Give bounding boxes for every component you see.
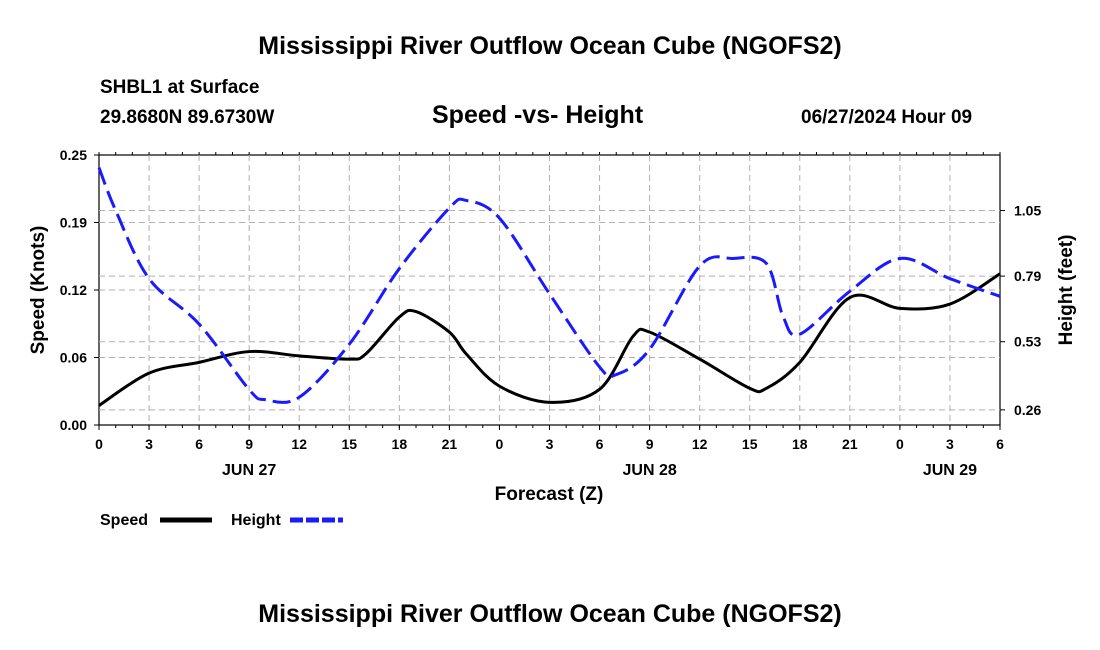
y-tick-label: 0.12 — [60, 282, 87, 298]
x-tick-label: 3 — [946, 436, 954, 452]
footer-title: Mississippi River Outflow Ocean Cube (NG… — [258, 600, 842, 628]
x-tick-label: 15 — [341, 436, 357, 452]
x-tick-label: 21 — [842, 436, 858, 452]
series-lines — [97, 167, 1001, 407]
x-tick-label: 6 — [996, 436, 1004, 452]
legend-speed-label: Speed — [100, 512, 148, 529]
x-tick-label: 21 — [442, 436, 458, 452]
x-tick-label: 15 — [742, 436, 758, 452]
x-date-label: JUN 29 — [923, 462, 977, 479]
y-axis-left: 0.00 0.06 0.12 0.19 0.25 — [60, 147, 99, 433]
legend-height-label: Height — [231, 512, 281, 529]
x-tick-label: 12 — [692, 436, 708, 452]
y-tick-label: 0.00 — [60, 417, 87, 433]
x-tick-label: 12 — [291, 436, 307, 452]
y-tick-label: 0.06 — [60, 350, 87, 366]
y-axis-right: 0.26 0.53 0.79 1.05 — [1000, 203, 1041, 418]
y-tick-label-right: 0.79 — [1014, 268, 1041, 284]
x-tick-label: 6 — [195, 436, 203, 452]
x-tick-label: 6 — [596, 436, 604, 452]
chart-subtitle: Speed -vs- Height — [432, 101, 644, 129]
y-axis-label-right: Height (feet) — [1056, 235, 1077, 346]
x-tick-label: 3 — [546, 436, 554, 452]
x-tick-label: 18 — [392, 436, 408, 452]
y-tick-label: 0.19 — [60, 215, 87, 231]
forecast-datetime: 06/27/2024 Hour 09 — [801, 107, 973, 128]
series-line-height — [97, 167, 1001, 404]
grid — [99, 155, 1000, 425]
x-tick-label: 0 — [496, 436, 504, 452]
x-tick-label: 18 — [792, 436, 808, 452]
y-tick-label-right: 1.05 — [1014, 203, 1041, 219]
y-tick-label-right: 0.53 — [1014, 334, 1041, 350]
chart-title: Mississippi River Outflow Ocean Cube (NG… — [258, 32, 842, 60]
y-axis-label-left: Speed (Knots) — [28, 226, 49, 355]
x-tick-label: 3 — [145, 436, 153, 452]
y-tick-label-right: 0.26 — [1014, 402, 1041, 418]
x-tick-label: 9 — [245, 436, 253, 452]
x-axis-label: Forecast (Z) — [495, 484, 604, 505]
x-tick-label: 0 — [896, 436, 904, 452]
x-tick-label: 9 — [646, 436, 654, 452]
coordinates-label: 29.8680N 89.6730W — [100, 107, 275, 128]
x-axis: 0 3 6 9 12 15 18 21 0 3 6 9 12 15 18 21 0 3 6 JUN 27 JUN 28 J… — [95, 152, 1004, 479]
series-line-speed — [98, 272, 1001, 407]
y-tick-label: 0.25 — [60, 147, 87, 163]
x-date-label: JUN 27 — [222, 462, 276, 479]
x-tick-label: 0 — [95, 436, 103, 452]
station-label: SHBL1 at Surface — [100, 77, 260, 98]
x-date-label: JUN 28 — [622, 462, 676, 479]
